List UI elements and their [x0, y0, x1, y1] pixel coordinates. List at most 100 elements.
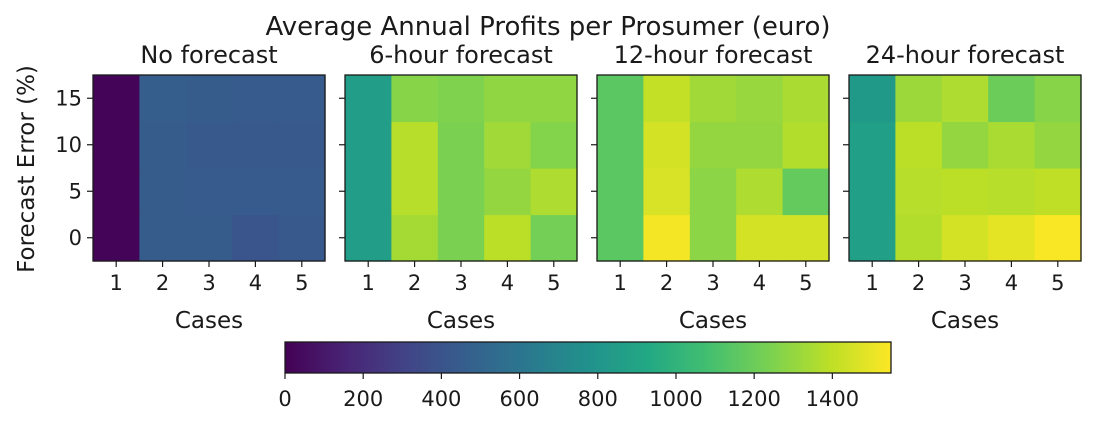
colorbar: 0 200 400 600 800 1000 1200 1400	[278, 341, 892, 411]
heatmap-cell	[185, 168, 233, 216]
heatmap-cell	[1034, 168, 1082, 216]
heatmap-cell	[988, 121, 1036, 169]
heatmap-cell	[988, 168, 1036, 216]
x-tick-label: 2	[156, 271, 169, 295]
heatmap-cell	[736, 121, 784, 169]
x-tick-label: 1	[362, 271, 375, 295]
colorbar-gradient	[284, 341, 892, 374]
x-tick-label: 3	[958, 271, 971, 295]
heatmap-cell	[232, 168, 280, 216]
heatmap-cell	[278, 214, 326, 262]
heatmap-cell	[643, 214, 691, 262]
heatmap-cell	[689, 214, 737, 262]
x-tick-label: 4	[501, 271, 514, 295]
heatmap-cell	[736, 214, 784, 262]
heatmap-cell	[484, 168, 532, 216]
heatmap-cell	[345, 75, 392, 123]
heatmap-cell	[484, 75, 532, 123]
x-axis-label: Cases	[679, 308, 747, 334]
y-tick-label: 10	[55, 133, 82, 157]
x-tick-label: 5	[547, 271, 560, 295]
x-tick-label: 5	[1051, 271, 1064, 295]
x-tick-label: 3	[454, 271, 467, 295]
panel-3: 12-hour forecast 1 2 3 4 5 Cases	[591, 41, 830, 334]
heatmap-cell	[689, 121, 737, 169]
heatmap-cell	[895, 121, 943, 169]
heatmap-cell	[345, 214, 392, 262]
heatmap-cell	[391, 121, 439, 169]
heatmap-cell	[849, 168, 896, 216]
y-tick-label: 15	[55, 86, 82, 110]
heatmap-cell	[530, 75, 578, 123]
panel-title: 6-hour forecast	[369, 41, 553, 69]
heatmap-cell	[232, 214, 280, 262]
heatmap-cell	[941, 121, 989, 169]
x-axis-label: Cases	[931, 308, 999, 334]
heatmap-cell	[391, 75, 439, 123]
heatmap-cell	[139, 168, 187, 216]
heatmap-cell	[391, 168, 439, 216]
heatmap-cell	[849, 75, 896, 123]
heatmap-cell	[597, 168, 644, 216]
x-tick-label: 2	[660, 271, 673, 295]
heatmap-cell	[941, 168, 989, 216]
colorbar-tick-label: 200	[343, 387, 383, 411]
heatmap-cell	[941, 75, 989, 123]
heatmap-cell	[345, 168, 392, 216]
y-axis-label: Forecast Error (%)	[14, 65, 40, 273]
panel-title: 24-hour forecast	[866, 41, 1065, 69]
panel-1: No forecast 1 2 3 4 5 Cases 0 5 10 15	[55, 41, 326, 334]
x-axis-label: Cases	[427, 308, 495, 334]
heatmap-cell	[782, 121, 830, 169]
heatmap-cell	[437, 214, 485, 262]
heatmap-cell	[484, 121, 532, 169]
heatmap-cell	[736, 75, 784, 123]
x-tick-label: 2	[408, 271, 421, 295]
x-tick-label: 4	[1005, 271, 1018, 295]
heatmap-cell	[597, 75, 644, 123]
heatmap-cell	[941, 214, 989, 262]
heatmap-cell	[849, 214, 896, 262]
figure-title: Average Annual Profits per Prosumer (eur…	[265, 12, 830, 42]
colorbar-tick-label: 800	[578, 387, 618, 411]
heatmap-cell	[93, 75, 140, 123]
x-tick-label: 1	[614, 271, 627, 295]
heatmap-cell	[895, 75, 943, 123]
y-tick-label: 0	[69, 226, 82, 250]
heatmap-cell	[597, 121, 644, 169]
colorbar-tick-label: 1000	[649, 387, 702, 411]
panel-2: 6-hour forecast 1 2 3 4 5 Cases	[339, 41, 578, 334]
heatmap-cell	[278, 168, 326, 216]
heatmap-cell	[643, 168, 691, 216]
colorbar-tick-label: 1200	[727, 387, 780, 411]
heatmap-cell	[232, 121, 280, 169]
heatmap-cell	[1034, 214, 1082, 262]
heatmap-cell	[597, 214, 644, 262]
heatmap-cell	[93, 168, 140, 216]
colorbar-tick-label: 600	[500, 387, 540, 411]
heatmap-cell	[782, 168, 830, 216]
heatmap-cell	[689, 168, 737, 216]
panel-4: 24-hour forecast 1 2 3 4 5 Cases	[843, 41, 1082, 334]
heatmap-cell	[530, 168, 578, 216]
heatmap-cell	[232, 75, 280, 123]
x-tick-label: 1	[110, 271, 123, 295]
x-tick-label: 5	[799, 271, 812, 295]
x-axis-label: Cases	[175, 308, 243, 334]
heatmap-cell	[988, 75, 1036, 123]
heatmap-cell	[1034, 75, 1082, 123]
heatmap-cell	[93, 121, 140, 169]
heatmap-cell	[139, 75, 187, 123]
heatmap-cell	[643, 121, 691, 169]
heatmap-cell	[139, 121, 187, 169]
heatmap-cell	[484, 214, 532, 262]
heatmap-cell	[849, 121, 896, 169]
x-tick-label: 4	[753, 271, 766, 295]
heatmap-cell	[530, 121, 578, 169]
heatmap-cell	[93, 214, 140, 262]
heatmap-cell	[345, 121, 392, 169]
x-tick-label: 5	[295, 271, 308, 295]
colorbar-tick-label: 400	[421, 387, 461, 411]
